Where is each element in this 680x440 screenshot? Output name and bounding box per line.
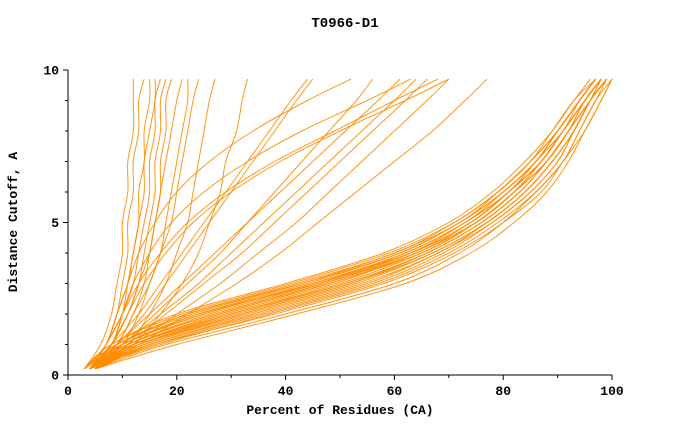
model-curve <box>89 78 411 370</box>
model-curve <box>89 78 314 370</box>
model-curve <box>83 79 135 370</box>
model-curve <box>89 79 151 370</box>
chart-title: T0966-D1 <box>311 16 378 32</box>
model-curve <box>89 78 308 370</box>
x-tick-label: 0 <box>64 384 72 399</box>
model-curve <box>94 78 488 370</box>
model-curves <box>83 78 613 370</box>
model-curve <box>89 78 183 370</box>
x-axis-label: Percent of Residues (CA) <box>246 403 433 418</box>
model-curve <box>89 78 352 370</box>
x-tick-label: 100 <box>600 384 624 399</box>
y-tick-label: 0 <box>51 369 59 384</box>
model-curve <box>94 78 428 370</box>
model-curve <box>83 79 156 370</box>
y-tick-label: 10 <box>43 64 59 79</box>
model-curve <box>94 78 602 370</box>
model-curve <box>89 78 161 370</box>
model-curve <box>83 78 597 370</box>
model-curve <box>89 78 417 370</box>
model-curve <box>95 78 613 370</box>
model-curve <box>89 78 607 370</box>
model-curve <box>89 78 597 370</box>
model-curve <box>89 78 439 370</box>
model-curve <box>89 78 608 370</box>
model-curve <box>89 78 401 370</box>
x-tick-label: 40 <box>278 384 294 399</box>
model-curve <box>94 78 450 370</box>
y-tick-label: 5 <box>51 216 59 231</box>
y-axis-label: Distance Cutoff, A <box>6 152 21 293</box>
x-tick-label: 20 <box>169 384 185 399</box>
model-curve <box>94 78 450 370</box>
model-curve <box>94 79 189 370</box>
x-tick-label: 60 <box>387 384 403 399</box>
model-curve <box>89 78 602 370</box>
axes: 0 20 40 60 80 100 0 5 10 <box>43 64 624 400</box>
x-tick-label: 80 <box>495 384 511 399</box>
